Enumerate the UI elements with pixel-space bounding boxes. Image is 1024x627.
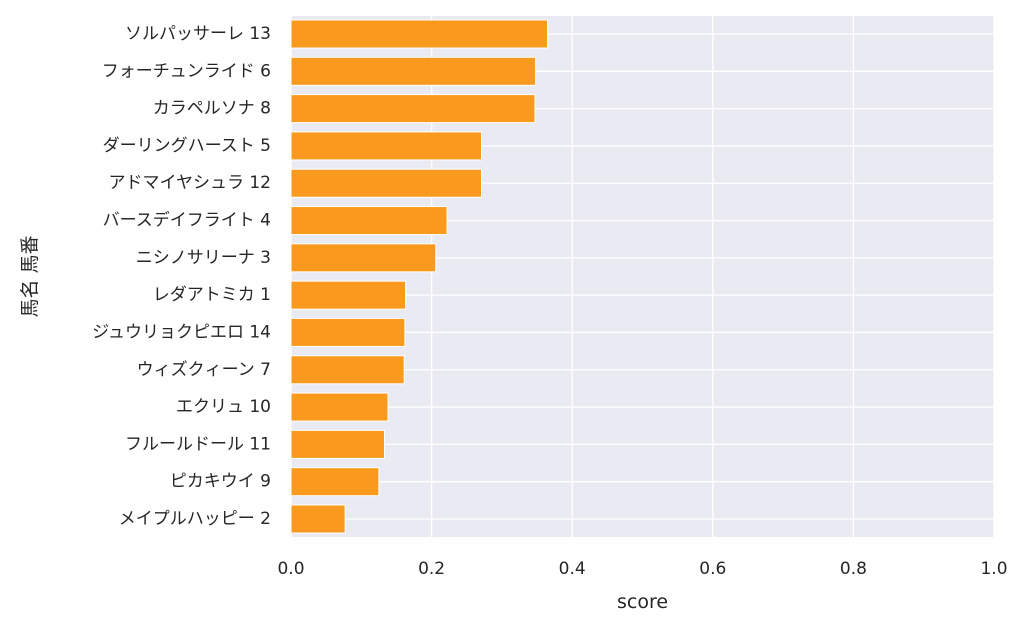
y-tick-label: ニシノサリーナ 3 — [136, 248, 271, 268]
x-axis-title: score — [617, 591, 668, 613]
bar — [290, 467, 380, 497]
bar — [290, 392, 389, 422]
y-tick-label: ピカキウイ 9 — [170, 472, 271, 492]
y-tick-label: バースデイフライト 4 — [103, 210, 271, 231]
bar — [290, 168, 483, 198]
y-tick-label: ジュウリョクピエロ 14 — [92, 322, 271, 342]
x-tick-label: 1.0 — [980, 559, 1007, 579]
bar — [290, 243, 437, 273]
x-tick-label: 0.2 — [418, 559, 445, 579]
y-axis-title: 馬名 馬番 — [19, 235, 41, 317]
y-tick-label: フルールドール 11 — [125, 434, 271, 454]
bar — [290, 206, 448, 236]
y-tick-label: カラペルソナ 8 — [153, 99, 271, 119]
y-tick-labels: ソルパッサーレ 13 フォーチュンライド 6 カラペルソナ 8 ダーリングハースト 5… — [92, 24, 271, 529]
y-tick-label: ダーリングハースト 5 — [103, 136, 271, 156]
y-tick-label: アドマイヤシュラ 12 — [108, 173, 271, 193]
y-tick-label: エクリュ 10 — [176, 397, 271, 417]
bar — [290, 355, 405, 385]
y-tick-label: レダアトミカ 1 — [153, 285, 271, 305]
bar — [290, 280, 407, 310]
x-tick-label: 0.6 — [699, 559, 726, 579]
y-tick-label: ソルパッサーレ 13 — [125, 24, 271, 44]
bar — [290, 131, 483, 161]
bar — [290, 19, 549, 49]
x-tick-label: 0.0 — [277, 559, 304, 579]
bar — [290, 504, 346, 534]
x-tick-label: 0.4 — [559, 559, 586, 579]
y-tick-label: メイプルハッピー 2 — [119, 509, 271, 529]
y-tick-label: ウィズクィーン 7 — [137, 360, 271, 380]
x-tick-label: 0.8 — [840, 559, 867, 579]
bar — [290, 94, 536, 124]
bar — [290, 56, 537, 86]
y-tick-label: フォーチュンライド 6 — [102, 61, 271, 81]
bar — [290, 317, 406, 347]
bars — [290, 19, 549, 534]
x-tick-labels: 0.0 0.2 0.4 0.6 0.8 1.0 — [277, 559, 1007, 579]
bar — [290, 429, 385, 459]
